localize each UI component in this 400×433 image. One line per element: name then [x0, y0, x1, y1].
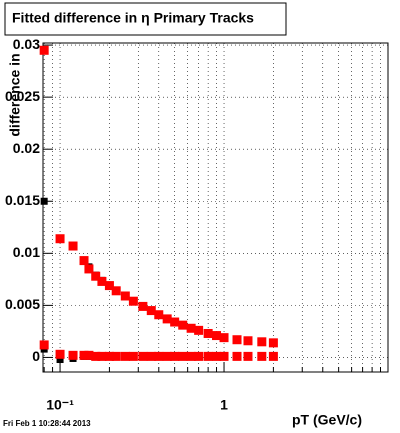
y-tick-label: 0.01 — [13, 244, 40, 260]
marker — [170, 317, 180, 327]
marker — [79, 350, 89, 360]
marker — [146, 306, 156, 316]
marker — [170, 351, 180, 361]
marker — [154, 351, 164, 361]
marker — [68, 241, 78, 251]
plot-frame — [42, 42, 389, 373]
marker — [55, 349, 65, 359]
marker — [268, 338, 278, 348]
marker — [84, 350, 94, 360]
marker — [79, 256, 89, 266]
chart-title: Fitted difference in η Primary Tracks — [12, 10, 254, 26]
marker — [232, 335, 242, 345]
marker — [91, 351, 101, 361]
marker — [186, 323, 196, 333]
x-axis-label: pT (GeV/c) — [292, 412, 362, 428]
marker — [97, 351, 107, 361]
marker — [146, 351, 156, 361]
marker — [232, 351, 242, 361]
marker — [55, 234, 65, 244]
marker — [40, 197, 48, 205]
marker — [104, 281, 114, 291]
marker — [212, 351, 222, 361]
marker — [203, 328, 213, 338]
marker — [97, 276, 107, 286]
marker — [186, 351, 196, 361]
marker — [203, 351, 213, 361]
marker — [56, 356, 64, 364]
x-tick-label: 10⁻¹ — [46, 397, 74, 413]
marker — [84, 264, 94, 274]
marker — [257, 337, 267, 347]
marker — [120, 291, 130, 301]
y-tick-label: 0.03 — [13, 36, 40, 52]
marker — [194, 351, 204, 361]
marker — [194, 325, 204, 335]
marker — [120, 351, 130, 361]
marker — [243, 336, 253, 346]
marker — [219, 333, 229, 343]
marker — [257, 351, 267, 361]
marker — [111, 351, 121, 361]
marker — [91, 271, 101, 281]
marker — [138, 301, 148, 311]
y-tick-label: 0.015 — [5, 192, 40, 208]
marker — [111, 286, 121, 296]
marker — [39, 45, 49, 55]
y-tick-label: 0.025 — [5, 88, 40, 104]
marker — [178, 320, 188, 330]
marker — [212, 331, 222, 341]
marker — [219, 351, 229, 361]
y-tick-label: 0 — [32, 348, 40, 364]
y-axis-label: difference in — [7, 53, 23, 136]
marker — [138, 351, 148, 361]
y-tick-label: 0.005 — [5, 296, 40, 312]
marker — [68, 350, 78, 360]
footer: Fri Feb 1 10:28:44 2013 — [3, 419, 91, 428]
marker — [268, 351, 278, 361]
marker — [162, 314, 172, 324]
marker — [243, 351, 253, 361]
y-tick-label: 0.02 — [13, 140, 40, 156]
marker — [104, 351, 114, 361]
marker — [162, 351, 172, 361]
marker — [128, 296, 138, 306]
x-tick-label: 1 — [220, 397, 228, 413]
marker — [178, 351, 188, 361]
marker — [128, 351, 138, 361]
title-box — [4, 2, 287, 36]
marker — [154, 310, 164, 320]
marker — [39, 340, 49, 350]
